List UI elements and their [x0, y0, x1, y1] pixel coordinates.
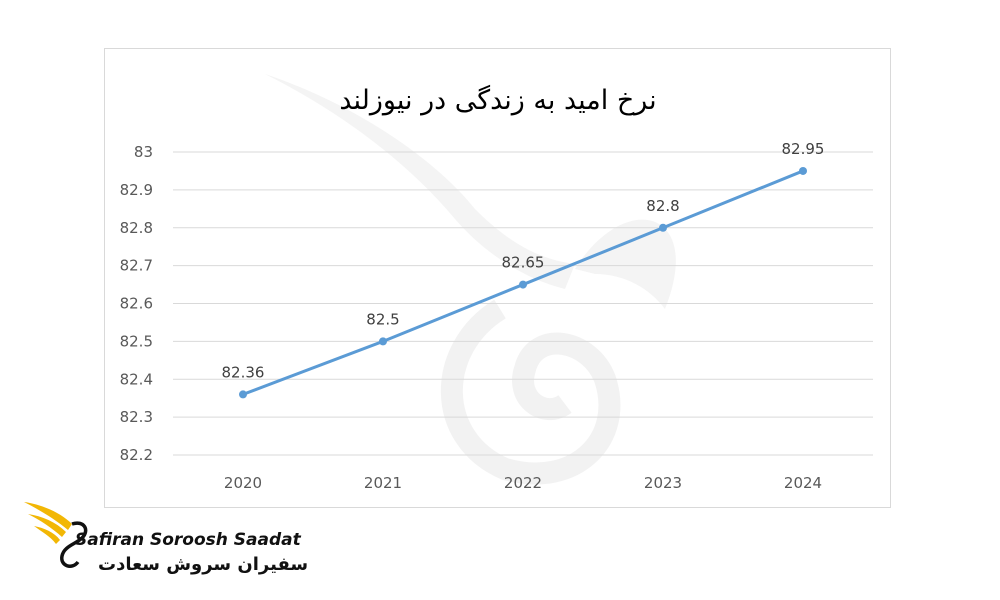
data-label: 82.8 [646, 197, 679, 215]
data-point [379, 337, 387, 346]
y-axis-ticks: 82.2 82.3 82.4 82.5 82.6 82.7 82.8 82.9 83 [120, 143, 153, 464]
data-point [799, 166, 807, 175]
life-expectancy-line-chart: نرخ امید به زندگی در نیوزلند 82.282.382.… [120, 74, 873, 492]
data-point [659, 223, 667, 232]
brand-name-persian: سفیران سروش سعادت [98, 554, 309, 575]
gridlines [173, 151, 873, 456]
chart-area: نرخ امید به زندگی در نیوزلند 82.2 82.3 82.… [104, 48, 891, 508]
y-tick-label: 82.8 [120, 219, 153, 237]
y-tick-label: 82.6 [120, 295, 153, 313]
data-label: 82.65 [502, 254, 545, 272]
data-labels: 82.36 82.5 82.65 82.8 82.95 [222, 140, 825, 381]
data-point [239, 390, 247, 399]
x-tick-label: 2022 [504, 474, 542, 492]
x-tick-label: 2023 [644, 474, 682, 492]
y-tick-label: 83 [134, 143, 153, 161]
data-label: 82.5 [366, 310, 399, 328]
y-tick-label: 82.4 [120, 370, 153, 388]
x-tick-label: 2021 [364, 474, 402, 492]
data-label: 82.36 [222, 363, 265, 381]
data-label: 82.95 [782, 140, 825, 158]
y-tick-label: 82.9 [120, 181, 153, 199]
x-tick-label: 2020 [224, 474, 262, 492]
x-axis-ticks: 2020 2021 2022 2023 2024 [224, 474, 822, 492]
y-tick-label: 82.7 [120, 257, 153, 275]
data-point [519, 280, 527, 289]
logo-bird-icon [24, 502, 88, 568]
watermark-bird-icon [265, 74, 676, 485]
y-tick-label: 82.3 [120, 408, 153, 426]
y-tick-label: 82.5 [120, 332, 153, 350]
y-tick-label: 82.2 [120, 446, 153, 464]
x-tick-label: 2024 [784, 474, 822, 492]
chart-title: نرخ امید به زندگی در نیوزلند [339, 84, 656, 116]
series-points [239, 166, 807, 399]
brand-name-english: Safiran Soroosh Saadat [75, 530, 301, 550]
brand-logo [20, 494, 300, 584]
